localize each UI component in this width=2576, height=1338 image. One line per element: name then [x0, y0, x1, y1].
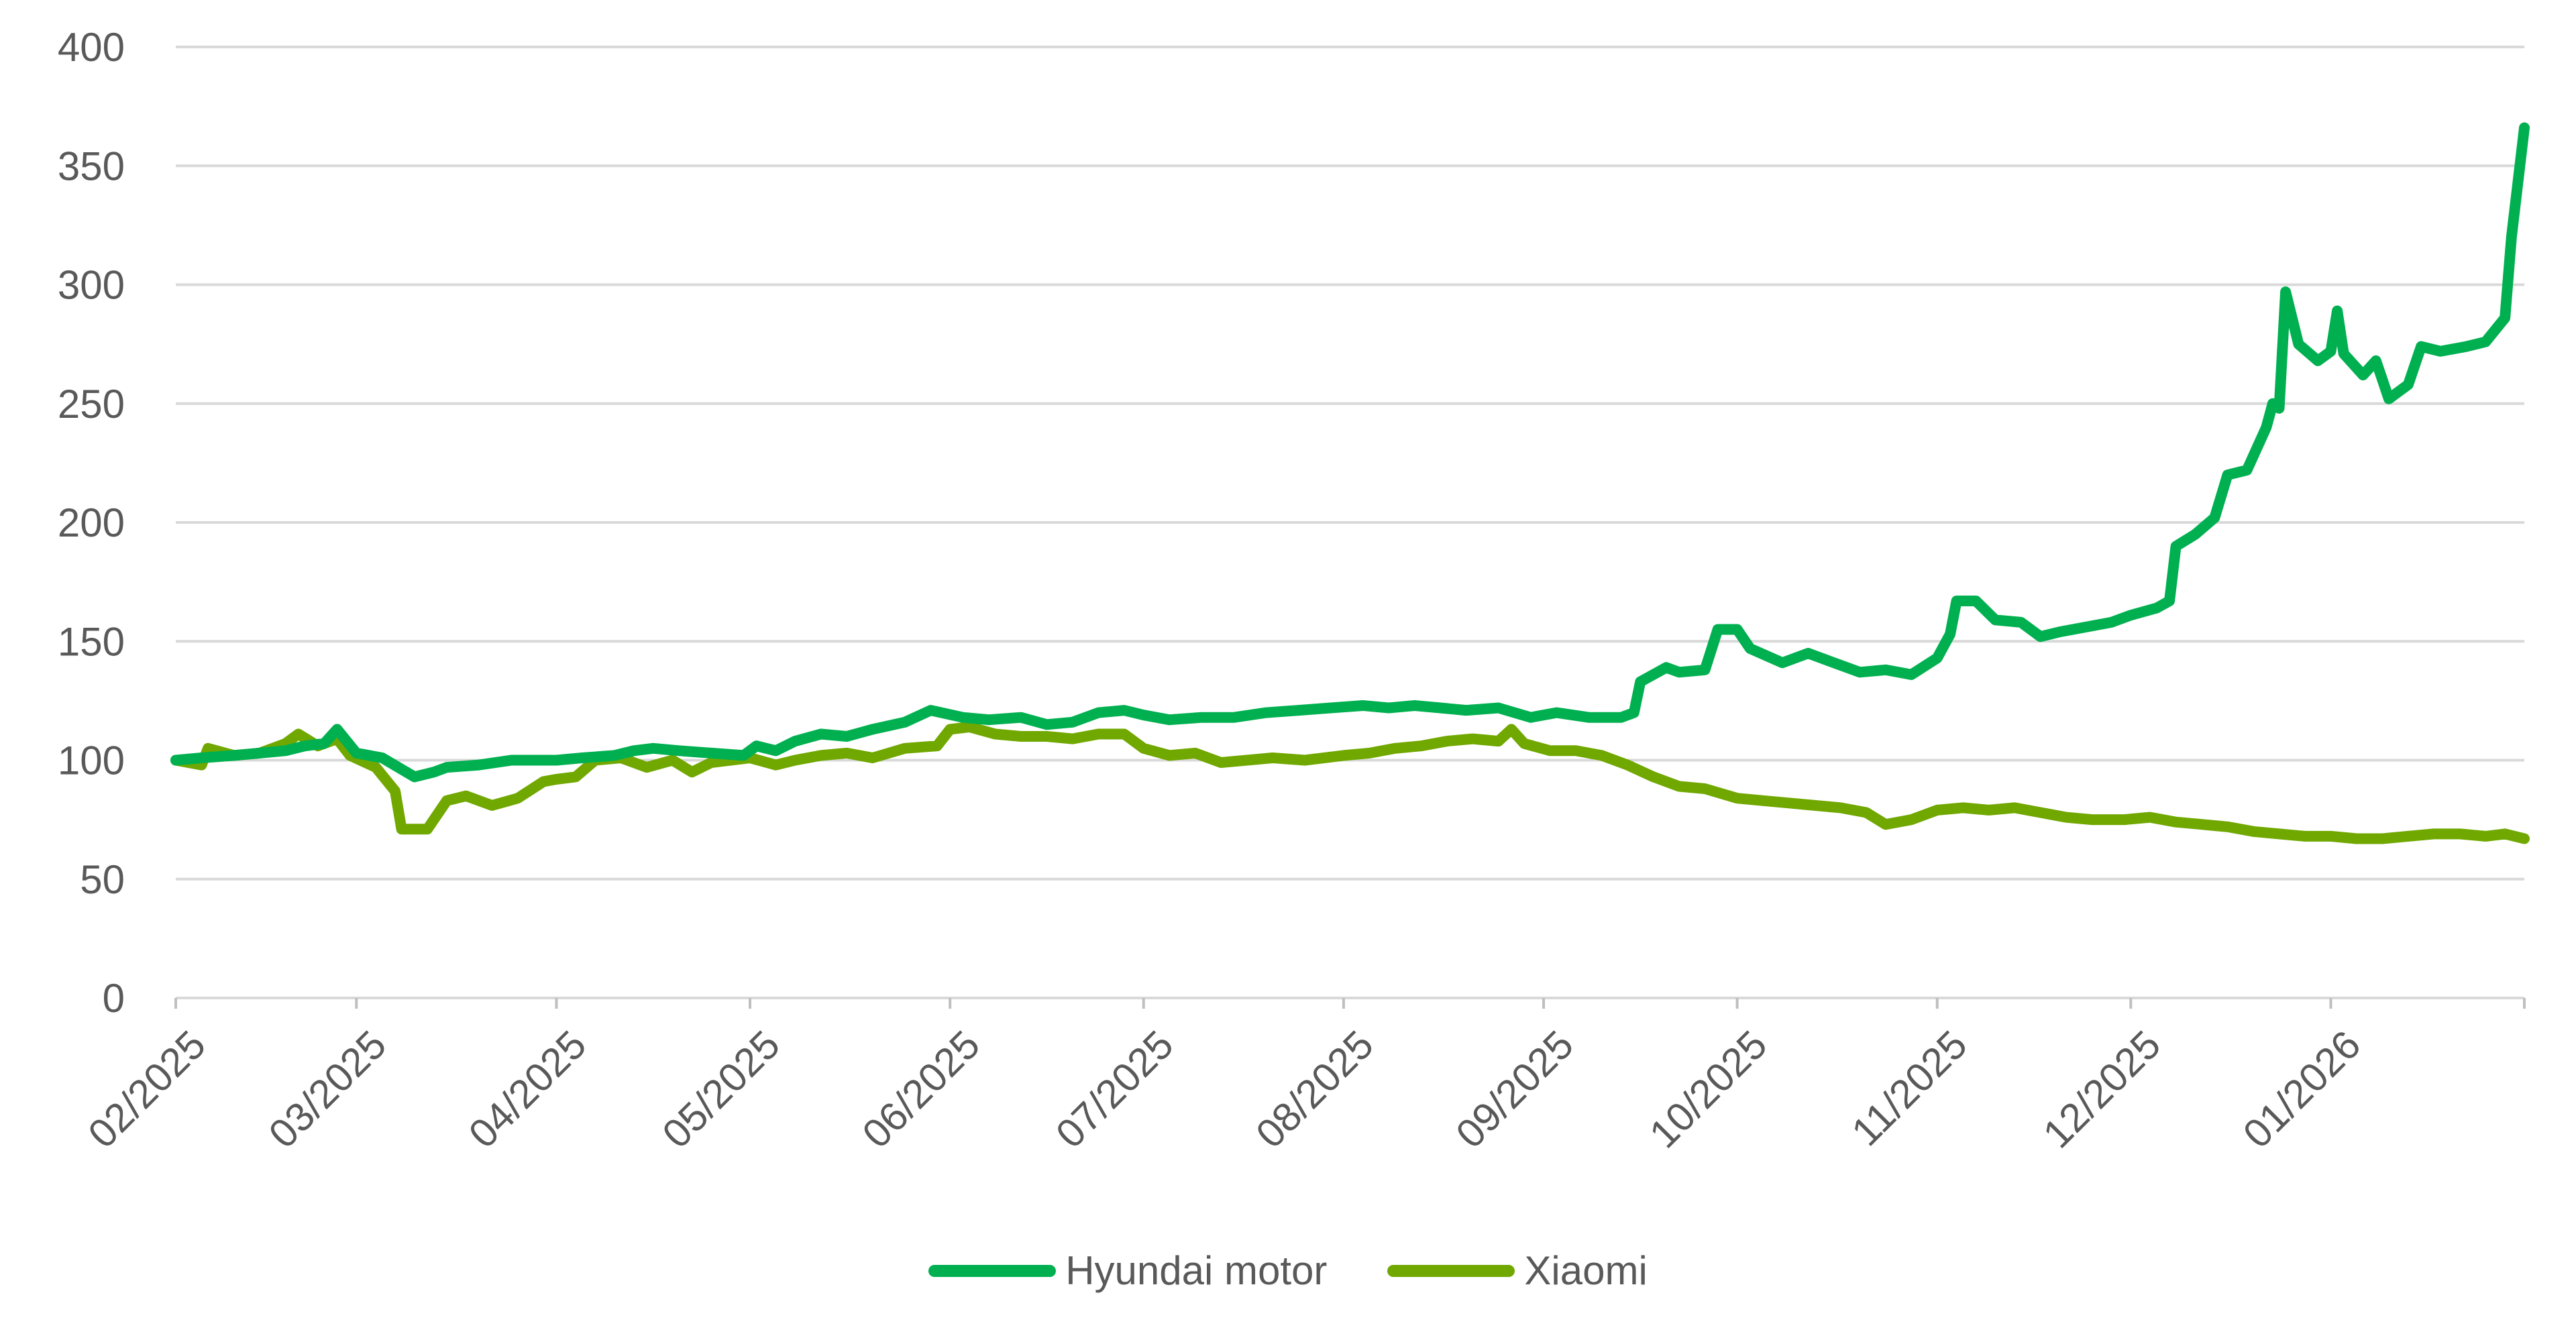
x-tick-label-04-2025: 04/2025	[460, 1022, 595, 1157]
y-tick-label-100: 100	[58, 738, 125, 783]
y-tick-label-50: 50	[80, 857, 125, 902]
x-tick-label-06-2025: 06/2025	[854, 1022, 989, 1157]
y-tick-label-300: 300	[58, 263, 125, 308]
legend-swatch-xiaomi	[1387, 1264, 1515, 1277]
legend-item-hyundai-motor[interactable]: Hyundai motor	[928, 1247, 1327, 1294]
y-tick-label-150: 150	[58, 619, 125, 664]
x-axis-labels: 02/2025 03/2025 04/2025 05/2025 06/2025 07/20…	[79, 1022, 2369, 1157]
x-axis	[174, 997, 2526, 1009]
x-tick-label-10-2025: 10/2025	[1641, 1022, 1776, 1157]
x-tick-label-05-2025: 05/2025	[653, 1022, 788, 1157]
legend-label-xiaomi: Xiaomi	[1524, 1248, 1648, 1293]
x-tick-label-11-2025: 11/2025	[1843, 1022, 1976, 1155]
x-tick-label-01-2026: 01/2026	[2235, 1022, 2369, 1157]
series-line-xiaomi	[170, 721, 2530, 844]
legend-label-hyundai-motor: Hyundai motor	[1065, 1248, 1328, 1293]
x-tick-label-07-2025: 07/2025	[1047, 1022, 1182, 1157]
y-tick-label-200: 200	[58, 500, 125, 545]
x-tick-label-03-2025: 03/2025	[260, 1022, 395, 1157]
y-tick-label-250: 250	[58, 382, 125, 427]
x-tick-label-12-2025: 12/2025	[2035, 1022, 2169, 1157]
series-line-hyundai-motor	[170, 122, 2530, 783]
y-tick-label-400: 400	[58, 25, 125, 70]
y-tick-label-350: 350	[58, 144, 125, 188]
legend: Hyundai motor Xiaomi	[0, 1247, 2576, 1294]
y-tick-label-0: 0	[103, 976, 125, 1021]
legend-swatch-hyundai-motor	[928, 1264, 1057, 1277]
x-tick-label-02-2025: 02/2025	[79, 1022, 214, 1157]
y-axis: 0 50 100 150 200 250 300 350 400	[58, 25, 125, 1021]
x-tick-label-09-2025: 09/2025	[1447, 1022, 1582, 1157]
x-tick-label-08-2025: 08/2025	[1247, 1022, 1382, 1157]
series-lines	[170, 122, 2530, 844]
legend-item-xiaomi[interactable]: Xiaomi	[1387, 1247, 1648, 1294]
